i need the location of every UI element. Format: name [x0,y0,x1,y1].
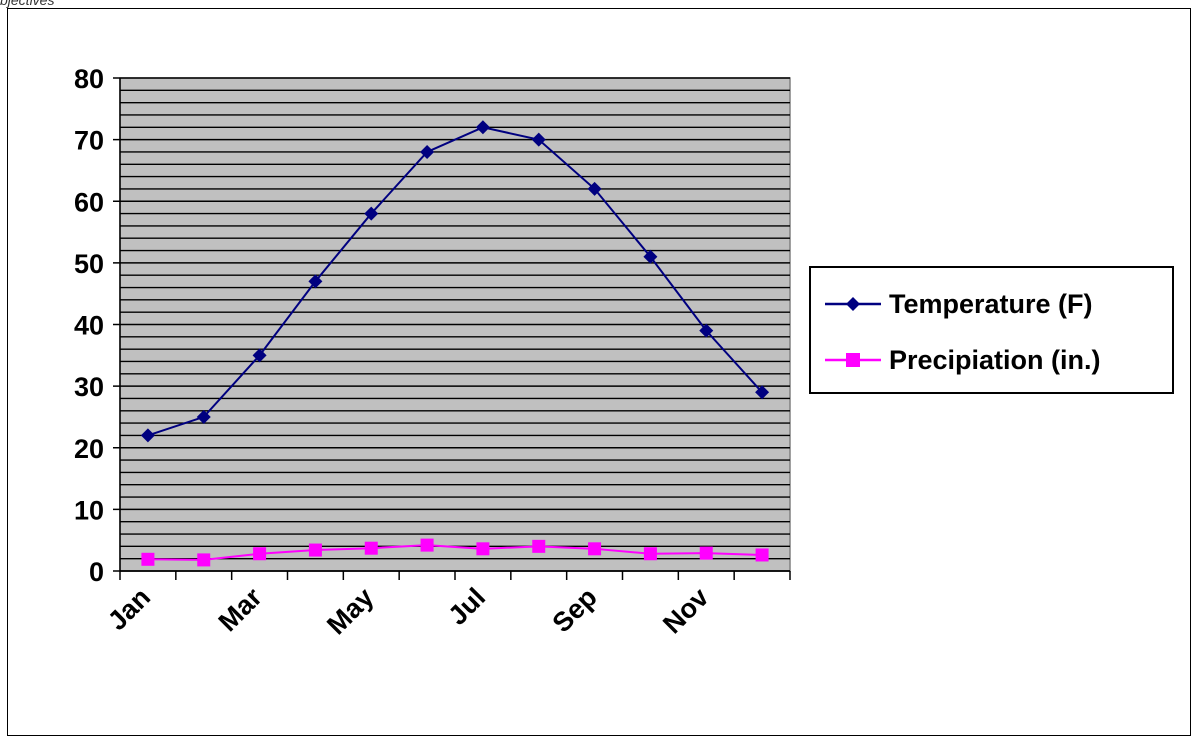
data-point-temperature [643,249,658,264]
data-point-precipitation [197,553,211,567]
y-tick-label: 70 [74,126,104,156]
legend: Temperature (F) Precipiation (in.) [809,266,1174,394]
legend-swatch-temperature [825,284,881,324]
x-tick-label: Jul [442,582,491,631]
data-point-precipitation [643,547,657,561]
y-axis: 0 10 20 30 40 50 60 70 80 [74,64,121,587]
series-line-precipitation [147,544,763,561]
data-point-precipitation [253,547,267,561]
series-precipitation [141,538,769,567]
data-point-precipitation [755,548,769,562]
data-point-precipitation [141,552,155,566]
data-point-temperature [587,181,602,196]
x-tick-label: Mar [213,582,269,638]
series-group [140,120,770,567]
series-line-temperature [147,126,763,437]
x-tick-label: May [321,582,379,640]
y-tick-label: 60 [74,187,104,217]
y-tick-label: 10 [74,495,104,525]
legend-label-temperature: Temperature (F) [889,288,1093,319]
series-temperature [140,120,770,443]
y-tick-label: 0 [89,557,104,587]
legend-item-precipitation: Precipiation (in.) [811,340,1101,380]
data-point-precipitation [588,542,602,556]
data-point-temperature [475,120,490,135]
data-point-precipitation [476,542,490,556]
y-tick-label: 80 [74,64,104,94]
y-tick-label: 50 [74,249,104,279]
data-point-precipitation [699,546,713,560]
data-point-temperature [140,428,155,443]
data-point-temperature [252,348,267,363]
data-point-precipitation [308,543,322,557]
data-point-temperature [420,144,435,159]
data-point-temperature [364,206,379,221]
y-tick-label: 20 [74,434,104,464]
x-tick-label: Jan [102,582,156,636]
x-tick-label: Sep [547,582,603,638]
data-point-temperature [531,132,546,147]
top-caption: bjectives [0,0,55,8]
legend-label-precipitation: Precipiation (in.) [889,344,1101,375]
data-point-precipitation [420,538,434,552]
x-tick-label: Nov [657,582,714,639]
x-axis: Jan Mar May Jul Sep Nov [102,570,791,640]
y-tick-label: 40 [74,311,104,341]
data-point-precipitation [532,539,546,553]
plot-area [119,77,791,572]
data-point-precipitation [364,541,378,555]
data-point-temperature [196,409,211,424]
data-point-temperature [699,323,714,338]
y-tick-label: 30 [74,372,104,402]
legend-swatch-precipitation [825,340,881,380]
data-point-temperature [755,385,770,400]
legend-item-temperature: Temperature (F) [811,284,1093,324]
data-point-temperature [308,274,323,289]
